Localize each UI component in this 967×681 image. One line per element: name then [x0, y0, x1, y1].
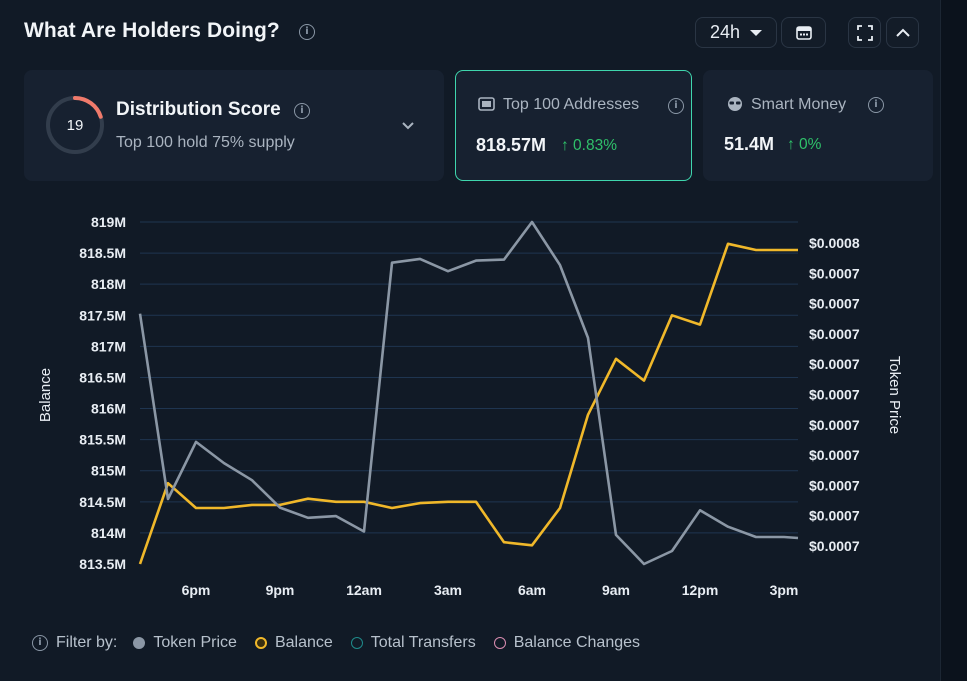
- y-tick-label: 815M: [91, 463, 126, 479]
- x-tick-label: 6pm: [182, 582, 211, 598]
- chevron-down-icon: [750, 29, 763, 36]
- chevron-down-icon[interactable]: [401, 121, 415, 131]
- smart-money-value: 51.4M: [724, 134, 775, 154]
- y-tick-label: 818M: [91, 276, 126, 292]
- fullscreen-icon: [856, 24, 873, 41]
- top-100-label: Top 100 Addresses: [503, 96, 640, 113]
- fullscreen-button[interactable]: [848, 17, 881, 48]
- legend-label: Token Price: [153, 634, 237, 651]
- y2-tick-label: $0.0007: [809, 508, 860, 524]
- timeframe-label: 24h: [709, 22, 741, 42]
- info-icon: i: [32, 635, 48, 651]
- timeframe-select[interactable]: 24h: [695, 17, 777, 48]
- y-axis-title: Balance: [37, 368, 54, 422]
- y-tick-label: 814.5M: [79, 494, 126, 510]
- x-tick-label: 12pm: [682, 582, 719, 598]
- legend-label: Balance: [274, 634, 333, 651]
- wallet-icon: [478, 97, 495, 111]
- chart-legend: i Filter by: Token Price Balance Total T…: [32, 634, 658, 652]
- collapse-button[interactable]: [886, 17, 919, 48]
- y2-axis-title: Token Price: [886, 356, 903, 434]
- smart-money-card[interactable]: Smart Money i 51.4M ↑ 0%: [703, 70, 933, 181]
- holders-chart: 813.5M 814M 814.5M 815M 815.5M 816M 816.5M 817M…: [37, 214, 903, 598]
- legend-label: Balance Changes: [513, 634, 641, 651]
- x-tick-label: 12am: [346, 582, 382, 598]
- sunglasses-icon: [728, 97, 742, 111]
- top-100-change: ↑ 0.83%: [561, 137, 618, 154]
- chevron-up-icon: [895, 28, 910, 37]
- smart-money-change: ↑ 0%: [787, 136, 822, 153]
- y-tick-label: 817M: [91, 338, 126, 354]
- legend-dot: [133, 637, 146, 649]
- info-icon[interactable]: i: [299, 24, 315, 40]
- score-value: 19: [66, 117, 84, 134]
- y2-tick-label: $0.0008: [809, 235, 860, 251]
- y2-tick-label: $0.0007: [809, 447, 860, 463]
- legend-total-transfers[interactable]: Total Transfers: [350, 634, 476, 652]
- y-tick-label: 813.5M: [79, 556, 126, 572]
- y-tick-label: 817.5M: [79, 307, 126, 323]
- y2-tick-label: $0.0007: [809, 356, 860, 372]
- top-100-value: 818.57M: [476, 135, 547, 155]
- y-tick-label: 814M: [91, 525, 126, 541]
- y-tick-label: 816M: [91, 401, 126, 417]
- legend-dot: [350, 637, 363, 649]
- legend-dot: [254, 637, 267, 649]
- calendar-button[interactable]: [781, 17, 826, 48]
- y2-tick-label: $0.0007: [809, 296, 860, 312]
- info-icon[interactable]: i: [294, 103, 310, 119]
- x-tick-label: 6am: [518, 582, 546, 598]
- filter-label: Filter by:: [56, 634, 118, 651]
- y2-tick-label: $0.0007: [809, 387, 860, 403]
- top-100-addresses-card[interactable]: Top 100 Addresses i 818.57M ↑ 0.83%: [455, 70, 692, 181]
- x-tick-label: 9am: [602, 582, 630, 598]
- info-icon[interactable]: i: [668, 98, 684, 114]
- distribution-subtitle: Top 100 hold 75% supply: [116, 134, 295, 151]
- calendar-icon: [795, 26, 812, 40]
- legend-label: Total Transfers: [370, 634, 476, 651]
- y2-tick-label: $0.0007: [809, 477, 860, 493]
- holders-panel: What Are Holders Doing? i 24h 19 Distrib…: [24, 0, 941, 681]
- legend-balance-changes[interactable]: Balance Changes: [493, 634, 641, 652]
- y2-tick-label: $0.0007: [809, 326, 860, 342]
- y2-tick-label: $0.0007: [809, 265, 860, 281]
- page-title: What Are Holders Doing?: [24, 19, 280, 42]
- legend-balance[interactable]: Balance: [254, 634, 333, 652]
- smart-money-label: Smart Money: [751, 96, 847, 113]
- legend-token-price[interactable]: Token Price: [133, 634, 237, 652]
- legend-dot: [493, 637, 506, 649]
- x-tick-label: 9pm: [266, 582, 295, 598]
- y-tick-label: 815.5M: [79, 432, 126, 448]
- score-ring: [46, 96, 104, 154]
- distribution-score-card[interactable]: 19 Distribution Score i Top 100 hold 75%…: [24, 70, 444, 181]
- balance-line: [138, 242, 798, 565]
- token-price-line: [138, 220, 799, 566]
- y-tick-label: 816.5M: [79, 369, 126, 385]
- y-tick-label: 818.5M: [79, 245, 126, 261]
- x-tick-label: 3pm: [770, 582, 799, 598]
- y2-tick-label: $0.0007: [809, 417, 860, 433]
- info-icon[interactable]: i: [868, 97, 884, 113]
- distribution-title: Distribution Score: [116, 99, 281, 120]
- y-tick-label: 819M: [91, 214, 126, 230]
- x-tick-label: 3am: [434, 582, 462, 598]
- y2-tick-label: $0.0007: [809, 538, 860, 554]
